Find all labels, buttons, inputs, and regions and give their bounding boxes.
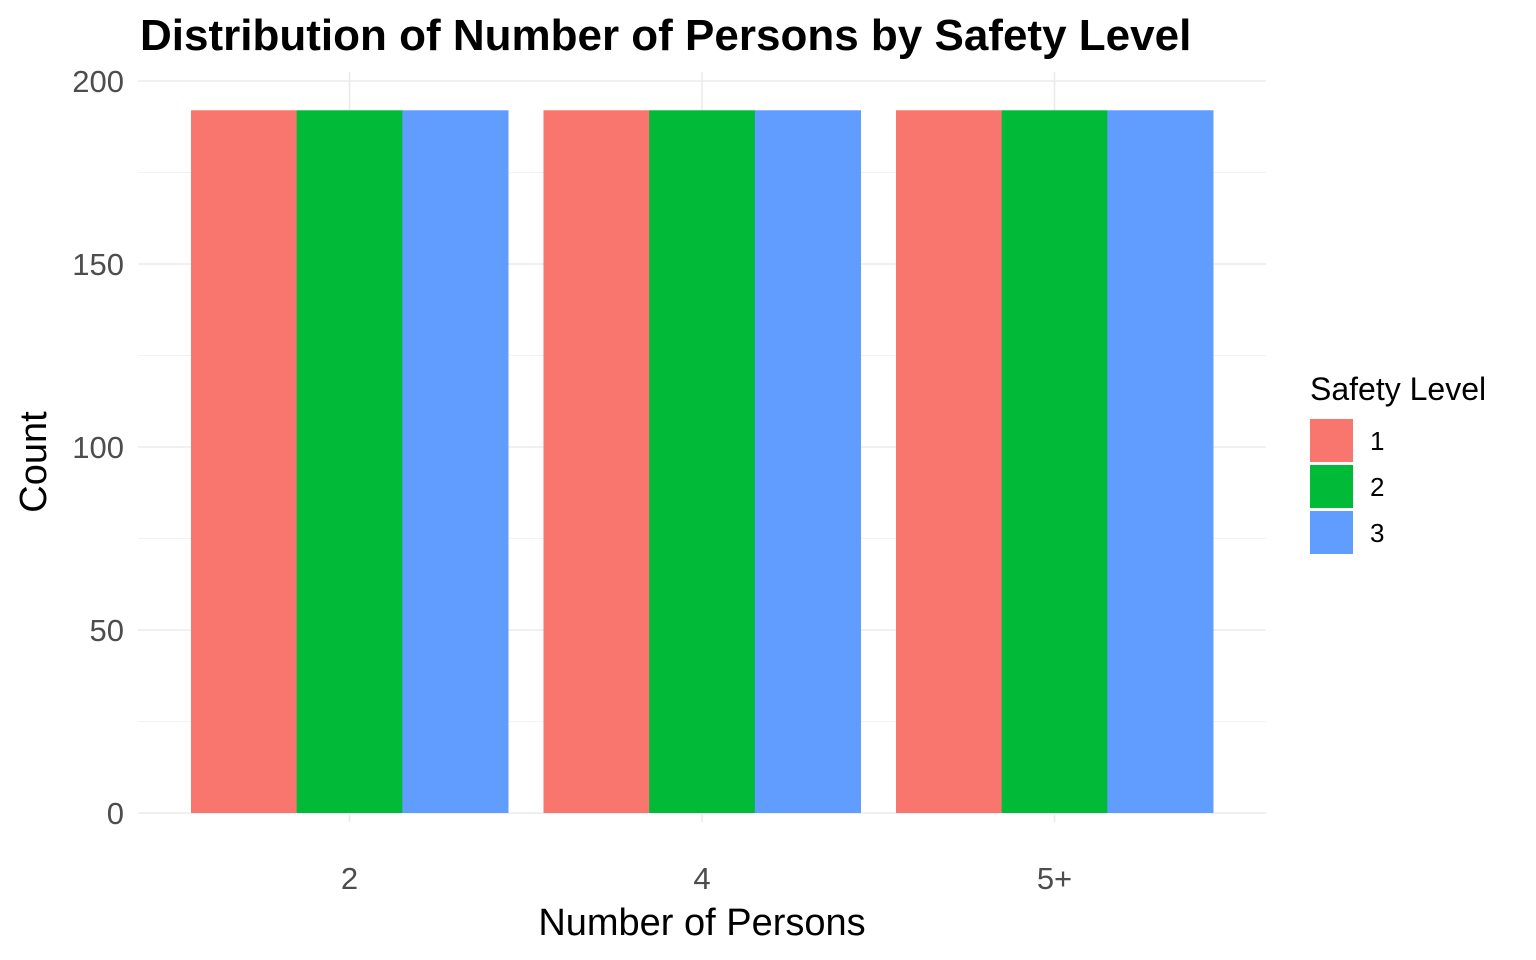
bar [296, 110, 403, 813]
y-tick-label: 100 [72, 430, 124, 465]
bar [754, 110, 861, 813]
y-tick-labels: 0 50 100 150 200 [72, 64, 124, 831]
y-tick-label: 150 [72, 247, 124, 282]
y-tick-label: 0 [107, 796, 124, 831]
legend: Safety Level 1 2 3 [1310, 371, 1486, 554]
bar [402, 110, 509, 813]
legend-label: 3 [1370, 518, 1384, 548]
legend-key [1310, 419, 1353, 462]
bar [1107, 110, 1214, 813]
bar [543, 110, 650, 813]
chart-title: Distribution of Number of Persons by Saf… [140, 11, 1191, 60]
bar [649, 110, 756, 813]
x-tick-label: 5+ [1037, 861, 1072, 896]
x-tick-label: 2 [341, 861, 358, 896]
x-axis-title: Number of Persons [538, 902, 865, 944]
legend-key [1310, 511, 1353, 554]
legend-title: Safety Level [1310, 371, 1486, 407]
x-tick-label: 4 [693, 861, 710, 896]
bar [191, 110, 298, 813]
legend-label: 2 [1370, 472, 1384, 502]
legend-label: 1 [1370, 426, 1384, 456]
x-tick-labels: 2 4 5+ [341, 861, 1072, 896]
legend-key [1310, 465, 1353, 508]
y-tick-label: 200 [72, 64, 124, 99]
y-axis-title: Count [13, 411, 55, 513]
bars [191, 110, 1214, 813]
bar [896, 110, 1003, 813]
bar [1001, 110, 1108, 813]
y-tick-label: 50 [90, 613, 124, 648]
